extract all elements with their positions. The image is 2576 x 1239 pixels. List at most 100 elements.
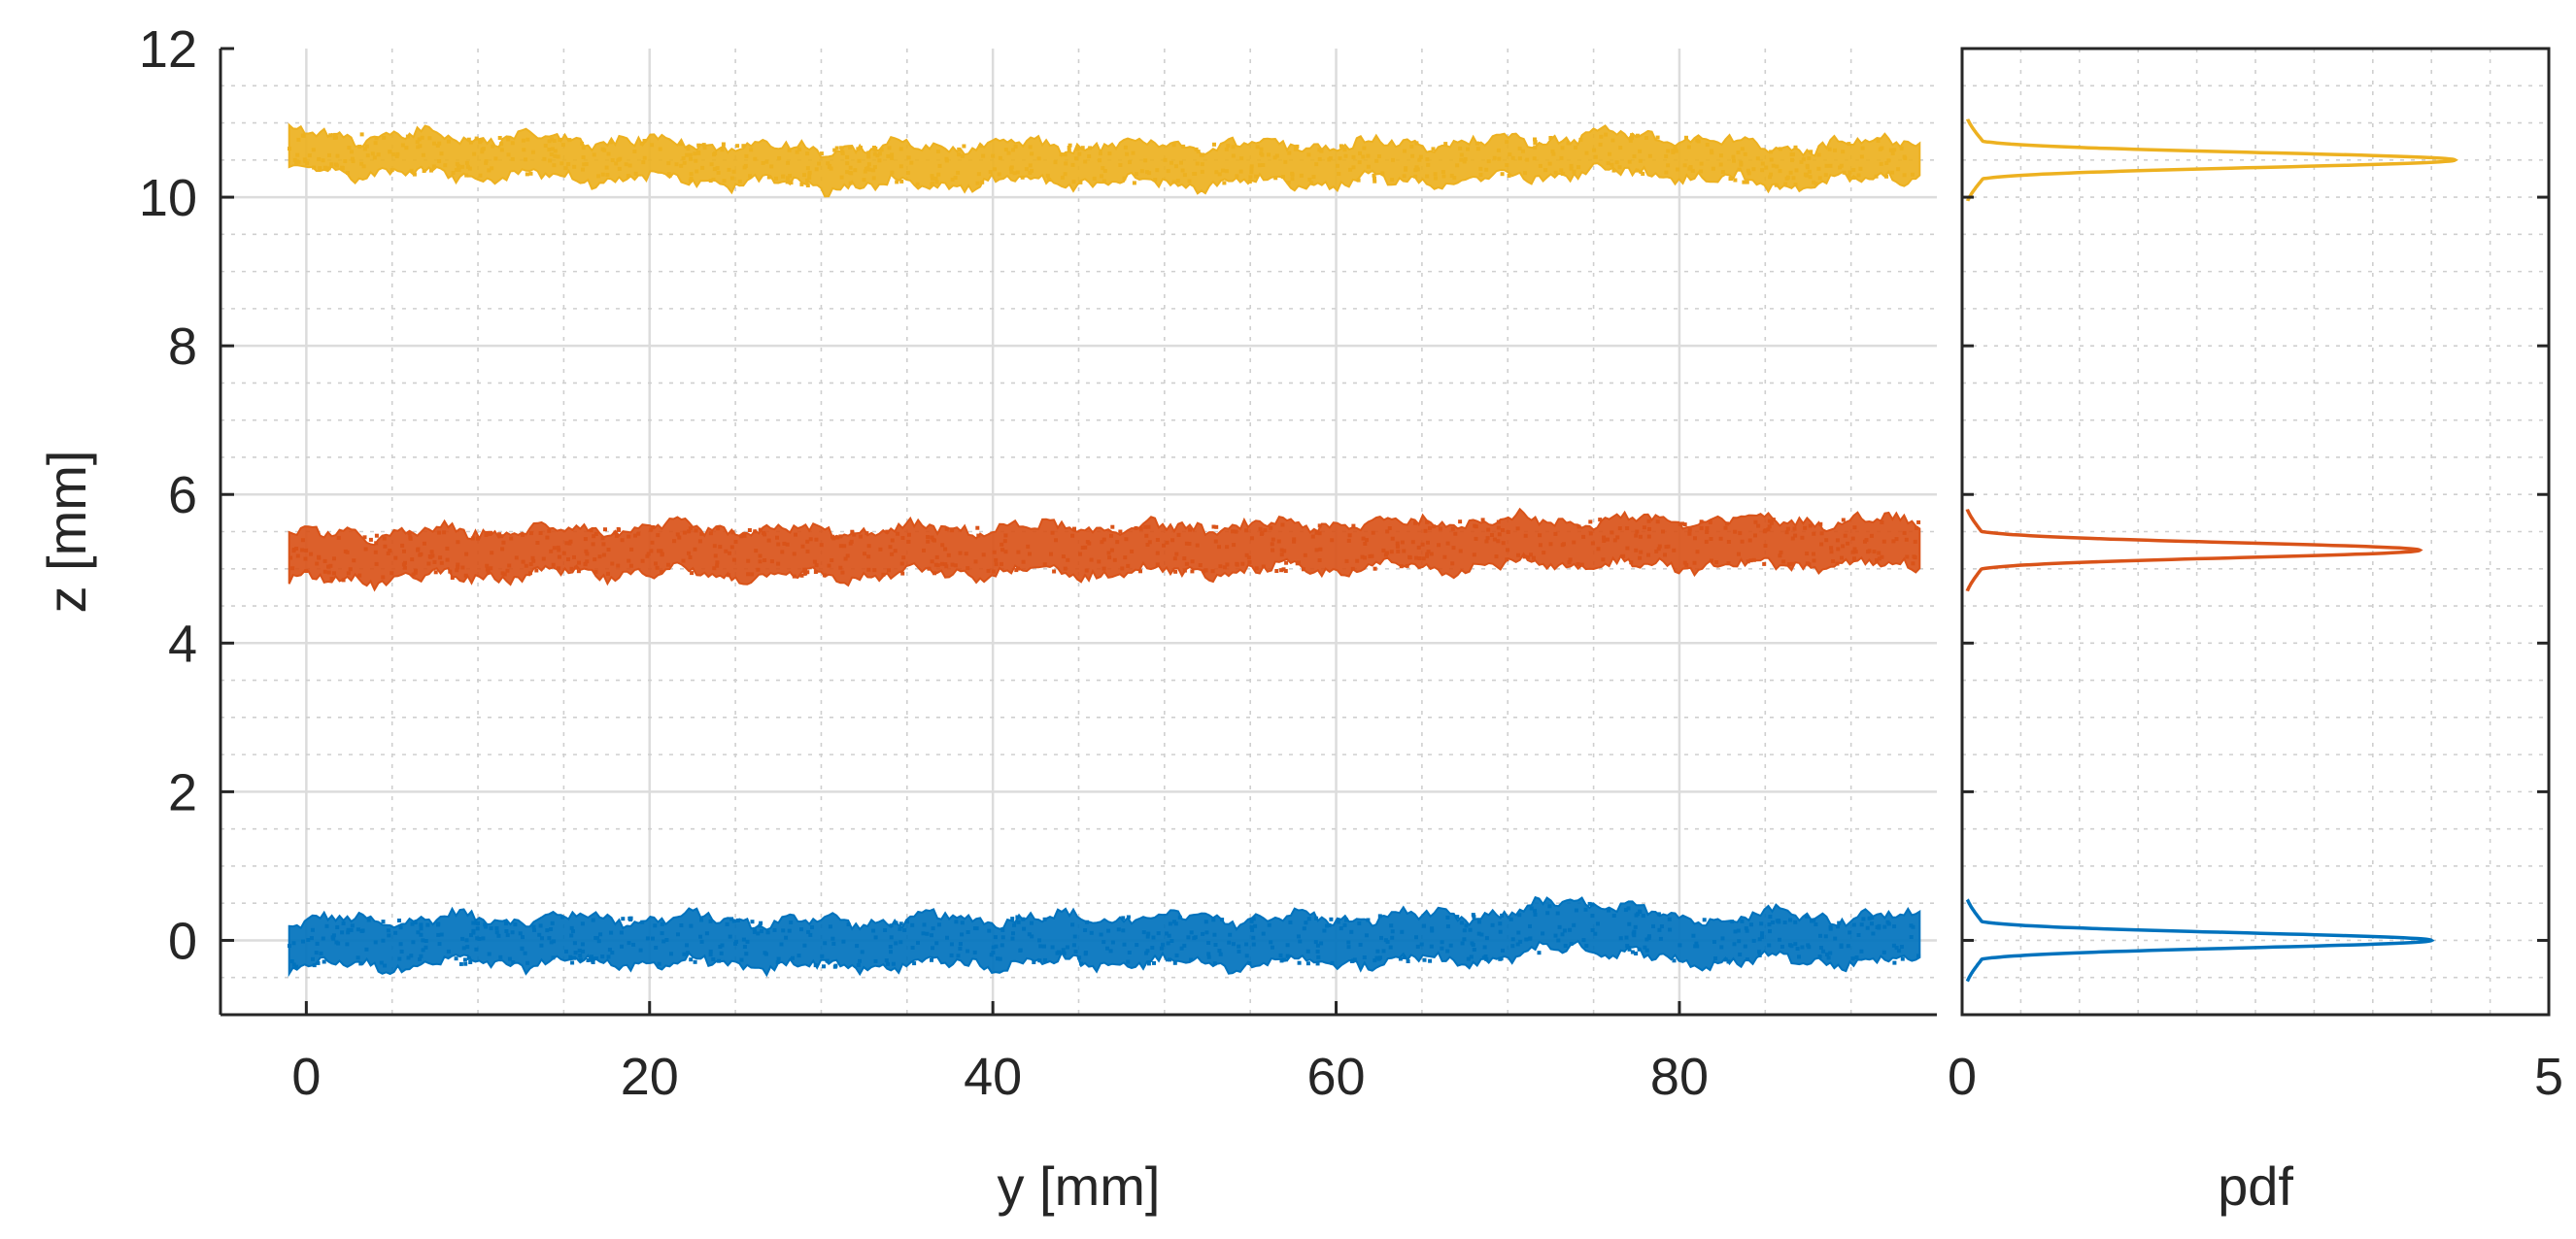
data-point [1790,561,1795,566]
data-point [1413,174,1418,179]
data-point [553,153,558,158]
data-point [1425,157,1430,162]
data-point [805,166,810,171]
data-point [296,137,301,142]
data-point [1833,148,1837,152]
data-point [1358,151,1362,155]
data-point [688,555,693,559]
data-point [404,146,409,151]
data-point [580,141,584,146]
data-point [1847,174,1851,179]
data-point [616,157,621,162]
data-point [614,161,619,166]
data-point [731,919,736,923]
data-point [958,942,963,947]
data-point [1144,533,1149,538]
data-point [437,159,442,163]
data-point [835,535,840,540]
data-point [764,159,769,164]
data-point [1070,922,1075,927]
data-point [398,925,403,930]
data-point [1751,557,1756,562]
data-point [373,141,378,146]
data-point [1680,521,1685,526]
data-point [1211,918,1216,922]
data-point [456,562,460,567]
data-point [1115,540,1120,545]
data-point [564,949,568,954]
data-point [1179,160,1183,165]
data-point [823,941,828,946]
data-point [616,526,621,531]
data-point [473,921,478,925]
data-point [792,574,797,579]
data-point [731,169,736,174]
data-point [649,527,654,532]
data-point [1169,160,1173,165]
data-point [1459,921,1464,925]
data-point [1492,155,1497,160]
data-point [431,164,436,169]
data-point [1705,530,1710,534]
data-point [877,151,882,156]
data-point [409,954,414,958]
data-point [805,539,810,544]
data-point [916,940,920,945]
data-point [638,948,643,953]
data-point [1161,942,1166,947]
data-point [1498,921,1503,926]
data-point [1270,945,1274,950]
data-point [547,528,552,533]
data-point [1101,166,1105,171]
data-point [591,918,595,922]
data-point [288,147,291,151]
data-point [1203,920,1208,924]
data-point [712,544,717,549]
data-point [501,540,506,545]
data-point [729,917,734,921]
data-point [1872,550,1877,554]
data-point [1417,556,1422,560]
data-point [1769,520,1774,525]
data-point [525,960,530,965]
data-point [1471,913,1475,918]
data-point [730,530,735,535]
data-point [930,933,933,938]
data-point [1793,942,1798,947]
data-point [336,941,341,946]
data-point [776,542,781,547]
data-point [689,172,694,177]
data-point [531,924,536,929]
data-point [1655,519,1660,524]
data-point [636,531,641,536]
data-point [1584,944,1589,948]
data-point [1218,564,1223,569]
data-point [1135,172,1138,177]
data-point [822,573,827,578]
data-point [326,570,331,575]
data-point [1003,148,1008,152]
data-point [1064,161,1068,166]
data-point [1833,936,1838,941]
data-point [742,533,747,538]
data-point [774,176,778,181]
data-point [1166,941,1170,946]
data-point [1317,531,1322,536]
data-point [397,956,402,961]
data-point [829,166,833,171]
data-point [1027,932,1032,937]
data-point [1198,563,1203,567]
data-point [1739,162,1744,167]
data-point [1168,957,1171,962]
data-point [1884,161,1889,165]
data-point [1030,921,1034,925]
data-point [1452,176,1457,181]
data-point [1900,956,1905,961]
data-point [887,146,892,151]
data-point [627,534,631,539]
data-point [359,161,364,166]
data-point [1604,132,1609,137]
data-point [1227,940,1232,945]
data-point [300,538,305,543]
data-point [1395,541,1400,546]
